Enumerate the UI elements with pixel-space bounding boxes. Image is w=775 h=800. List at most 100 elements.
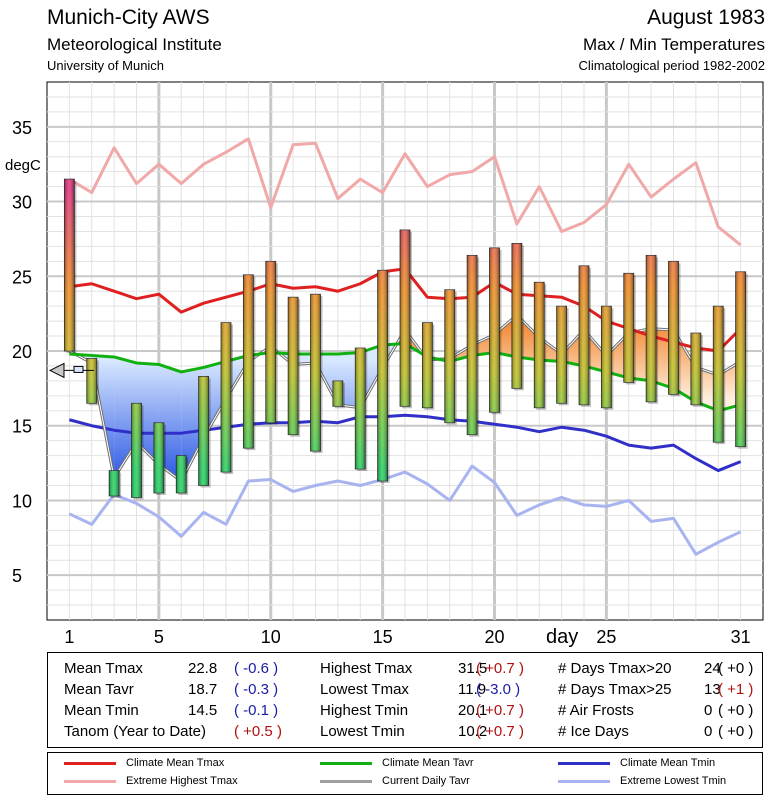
daily-bar-shading: [310, 294, 321, 452]
daily-bar-shading: [579, 265, 589, 405]
daily-bar-shading: [265, 261, 276, 423]
stat-value: 13: [704, 681, 721, 698]
stat-label: Tanom (Year to Date): [64, 723, 207, 740]
legend-item: Extreme Highest Tmax: [64, 775, 238, 787]
daily-bar-shading: [668, 261, 679, 395]
y-tick-label: 30: [12, 193, 32, 213]
legend-item: Climate Mean Tmin: [558, 757, 715, 769]
daily-bar-shading: [556, 306, 567, 404]
legend-item: Climate Mean Tavr: [320, 757, 474, 769]
warm-anomaly-fill: [673, 330, 696, 402]
stat-value: 20.1: [458, 702, 488, 719]
warm-anomaly-fill: [651, 328, 674, 389]
y-tick-label: 5: [12, 566, 22, 586]
y-tick-label: 20: [12, 342, 32, 362]
cold-anomaly-fill: [203, 361, 226, 438]
stat-label: Lowest Tmin: [320, 723, 405, 740]
daily-bar-shading: [86, 358, 97, 404]
daily-bar-shading: [355, 348, 366, 470]
climate-mean-tmin-line: [68, 413, 742, 473]
daily-bar-shading: [444, 289, 455, 423]
daily-bar-shading: [221, 322, 231, 473]
daily-bar-shading: [601, 306, 612, 408]
daily-bar-shading: [646, 255, 657, 402]
stat-value: 31.5: [458, 660, 488, 677]
stat-label: # Air Frosts: [558, 702, 634, 719]
x-tick-label: 5: [154, 627, 164, 647]
stat-delta: ( +0 ): [718, 660, 754, 677]
x-tick-label: 31: [731, 627, 751, 647]
legend-label: Extreme Lowest Tmin: [620, 775, 727, 787]
cold-anomaly-fill: [181, 367, 204, 482]
warm-anomaly-fill: [628, 328, 652, 381]
legend-label: Extreme Highest Tmax: [126, 775, 238, 787]
x-tick-label: 10: [261, 627, 281, 647]
daily-bar-shading: [713, 306, 724, 443]
daily-bar-shading: [64, 179, 75, 351]
legend-label: Current Daily Tavr: [382, 775, 470, 787]
stat-label: Mean Tmin: [64, 702, 139, 719]
warm-anomaly-fill: [472, 334, 495, 356]
stat-value: 0: [704, 723, 713, 740]
daily-bar-shading: [735, 271, 746, 447]
stat-label: Highest Tmin: [320, 702, 409, 719]
cold-anomaly-fill: [114, 356, 137, 479]
stat-delta: ( +0 ): [718, 723, 754, 740]
stat-value: 11.9: [458, 681, 487, 698]
y-tick-labels: 5 10 15 20 25 30 35: [12, 118, 32, 586]
daily-bar-shading: [153, 422, 164, 493]
warm-anomaly-fill: [695, 367, 719, 411]
stat-value: 14.5: [188, 702, 218, 719]
legend-swatch: [558, 761, 610, 765]
daily-bar-shading: [243, 274, 254, 449]
y-tick-label: 35: [12, 118, 32, 138]
daily-bar-shading: [400, 229, 410, 407]
daily-bar-shading: [198, 376, 209, 486]
x-tick-label: 1: [64, 627, 74, 647]
period-title: August 1983: [647, 6, 765, 29]
stat-label: Highest Tmax: [320, 660, 413, 677]
legend-item: Current Daily Tavr: [320, 775, 470, 787]
warm-anomaly-fill: [539, 337, 562, 362]
stat-delta: ( +0.5 ): [234, 723, 282, 740]
university-name: University of Munich: [47, 58, 165, 73]
legend-label: Climate Mean Tavr: [382, 757, 474, 769]
stat-delta: ( +0.7 ): [476, 660, 524, 677]
legend-swatch: [320, 779, 372, 783]
stat-label: Lowest Tmax: [320, 681, 409, 698]
stat-value: 10.2: [458, 723, 488, 740]
warm-anomaly-fill: [561, 330, 584, 366]
stat-delta: ( -0.3 ): [234, 681, 279, 698]
stat-value: 24: [704, 660, 721, 677]
stat-delta: ( -3.0 ): [476, 681, 521, 698]
daily-bar-shading: [690, 333, 701, 405]
stat-delta: ( +0.7 ): [476, 702, 524, 719]
institute-name: Meteorological Institute: [47, 35, 222, 54]
daily-bar-shading: [623, 273, 634, 383]
y-tick-label: 25: [12, 267, 32, 287]
legend-swatch: [64, 779, 116, 783]
stat-delta: ( +0 ): [718, 702, 754, 719]
cold-anomaly-fill: [136, 362, 159, 465]
marker-box: [73, 365, 84, 373]
cold-anomaly-fill: [337, 352, 361, 408]
legend-item: Climate Mean Tmax: [64, 757, 224, 769]
x-tick-labels: 1 5 10 15 20 25 31: [64, 627, 750, 647]
legend-swatch: [320, 761, 372, 765]
cold-anomaly-fill: [158, 364, 182, 482]
legend-label: Climate Mean Tmin: [620, 757, 716, 769]
stat-delta: ( -0.1 ): [234, 702, 279, 719]
legend-item: Extreme Lowest Tmin: [558, 775, 726, 787]
x-tick-label: 20: [484, 627, 504, 647]
stat-delta: ( +1 ): [718, 681, 754, 698]
legend-label: Climate Mean Tmax: [126, 757, 225, 769]
stat-delta: ( +0.7 ): [476, 723, 524, 740]
daily-bar-shading: [489, 247, 500, 413]
stat-value: 22.8: [188, 660, 218, 677]
y-axis-label: degC: [5, 157, 41, 174]
x-axis-label: day: [546, 626, 578, 648]
climatology-period: Climatological period 1982-2002: [578, 58, 765, 73]
current-mean-marker: [48, 362, 94, 379]
marker-arrow: [48, 362, 65, 379]
